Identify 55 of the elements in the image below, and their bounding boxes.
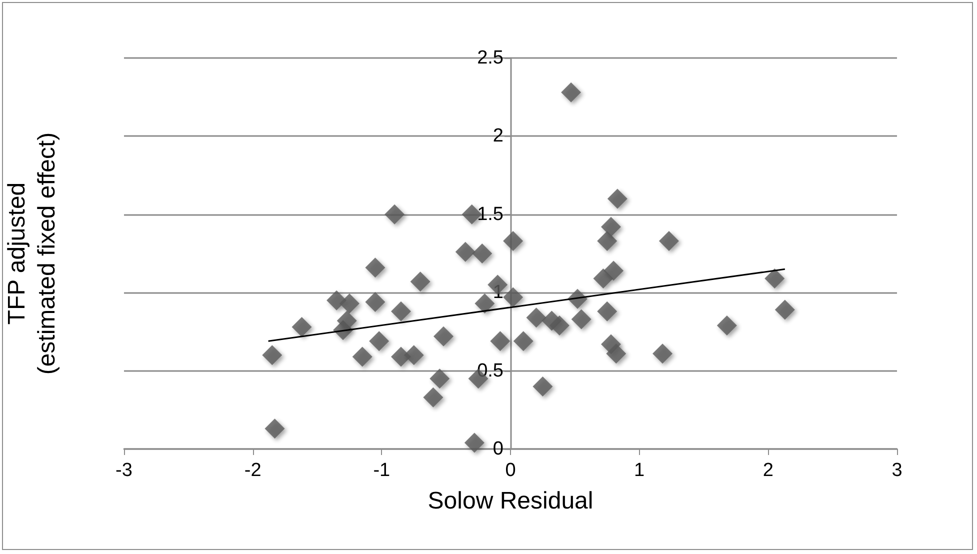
point (410, 272, 430, 292)
y-tick-label: 2 (492, 126, 504, 147)
point (549, 315, 570, 336)
point (369, 331, 390, 352)
point (339, 294, 360, 314)
point (430, 368, 450, 389)
point (526, 308, 546, 328)
x-tick-label: 2 (762, 460, 774, 481)
point (513, 331, 534, 352)
point (423, 387, 444, 408)
x-tick-label: -3 (116, 460, 132, 481)
point (604, 260, 624, 281)
point (264, 418, 285, 439)
x-axis-title: Solow Residual (428, 488, 594, 514)
point (600, 216, 621, 237)
x-tick-label: 1 (634, 460, 645, 481)
point (652, 344, 673, 364)
point (571, 309, 592, 330)
point (326, 290, 347, 310)
point (606, 344, 626, 364)
point (764, 268, 785, 289)
point (464, 432, 484, 453)
point (503, 230, 524, 251)
x-tick-label: -1 (373, 460, 390, 481)
point (597, 301, 618, 322)
point (352, 346, 372, 367)
point (658, 230, 679, 251)
point (597, 230, 618, 251)
y-axis-title: TFP adjusted (estimated fixed effect) (4, 132, 60, 375)
y-tick-label: 0.5 (477, 360, 504, 382)
point (774, 300, 795, 320)
y-tick-label: 0 (492, 438, 504, 460)
point (434, 326, 454, 346)
point (390, 301, 411, 322)
point (472, 244, 492, 264)
point (474, 294, 495, 314)
point (365, 292, 386, 312)
x-tick-label: -2 (244, 460, 262, 481)
y-tick-label: 1.5 (477, 204, 504, 225)
point (503, 287, 524, 308)
point (532, 376, 553, 396)
point (716, 315, 737, 336)
point (593, 268, 614, 289)
point (384, 204, 405, 224)
point (455, 242, 476, 262)
point (561, 82, 582, 102)
point (404, 345, 424, 366)
point (336, 310, 357, 331)
point (365, 258, 386, 278)
point (607, 188, 628, 209)
point (262, 345, 282, 366)
y-tick-label: 2.5 (477, 48, 504, 68)
point (490, 331, 510, 352)
point (292, 317, 312, 338)
x-tick-label: 3 (892, 460, 902, 481)
